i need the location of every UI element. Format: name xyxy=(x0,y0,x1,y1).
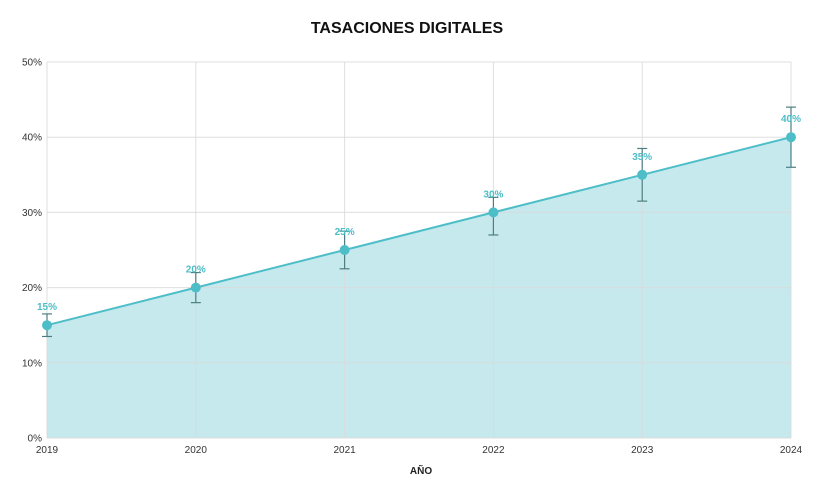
data-point xyxy=(637,169,648,180)
x-tick-label: 2020 xyxy=(185,445,208,456)
data-label: 20% xyxy=(186,265,206,276)
data-point xyxy=(488,207,499,218)
series-line xyxy=(46,136,792,327)
data-point xyxy=(786,132,796,143)
y-tick-label: 50% xyxy=(22,58,42,69)
x-axis-title: AÑO xyxy=(409,466,433,477)
x-tick-label: 2019 xyxy=(36,445,59,456)
data-point xyxy=(339,245,350,255)
data-label: 40% xyxy=(781,114,801,125)
data-point xyxy=(190,282,201,293)
data-label: 35% xyxy=(632,152,652,163)
x-tick-label: 2022 xyxy=(482,445,505,456)
y-tick-label: 0% xyxy=(28,434,43,445)
y-tick-label: 30% xyxy=(22,208,42,219)
y-tick-label: 10% xyxy=(22,358,42,369)
chart-title: TASACIONES DIGITALES xyxy=(310,20,504,37)
y-tick-label: 40% xyxy=(22,133,42,144)
data-label: 30% xyxy=(483,189,503,200)
x-tick-label: 2023 xyxy=(631,445,654,456)
x-tick-label: 2021 xyxy=(333,445,356,456)
x-tick-label: 2024 xyxy=(780,445,803,456)
data-label: 15% xyxy=(37,302,57,313)
data-label: 25% xyxy=(335,227,355,238)
data-point xyxy=(42,320,52,331)
y-tick-label: 20% xyxy=(22,283,42,294)
